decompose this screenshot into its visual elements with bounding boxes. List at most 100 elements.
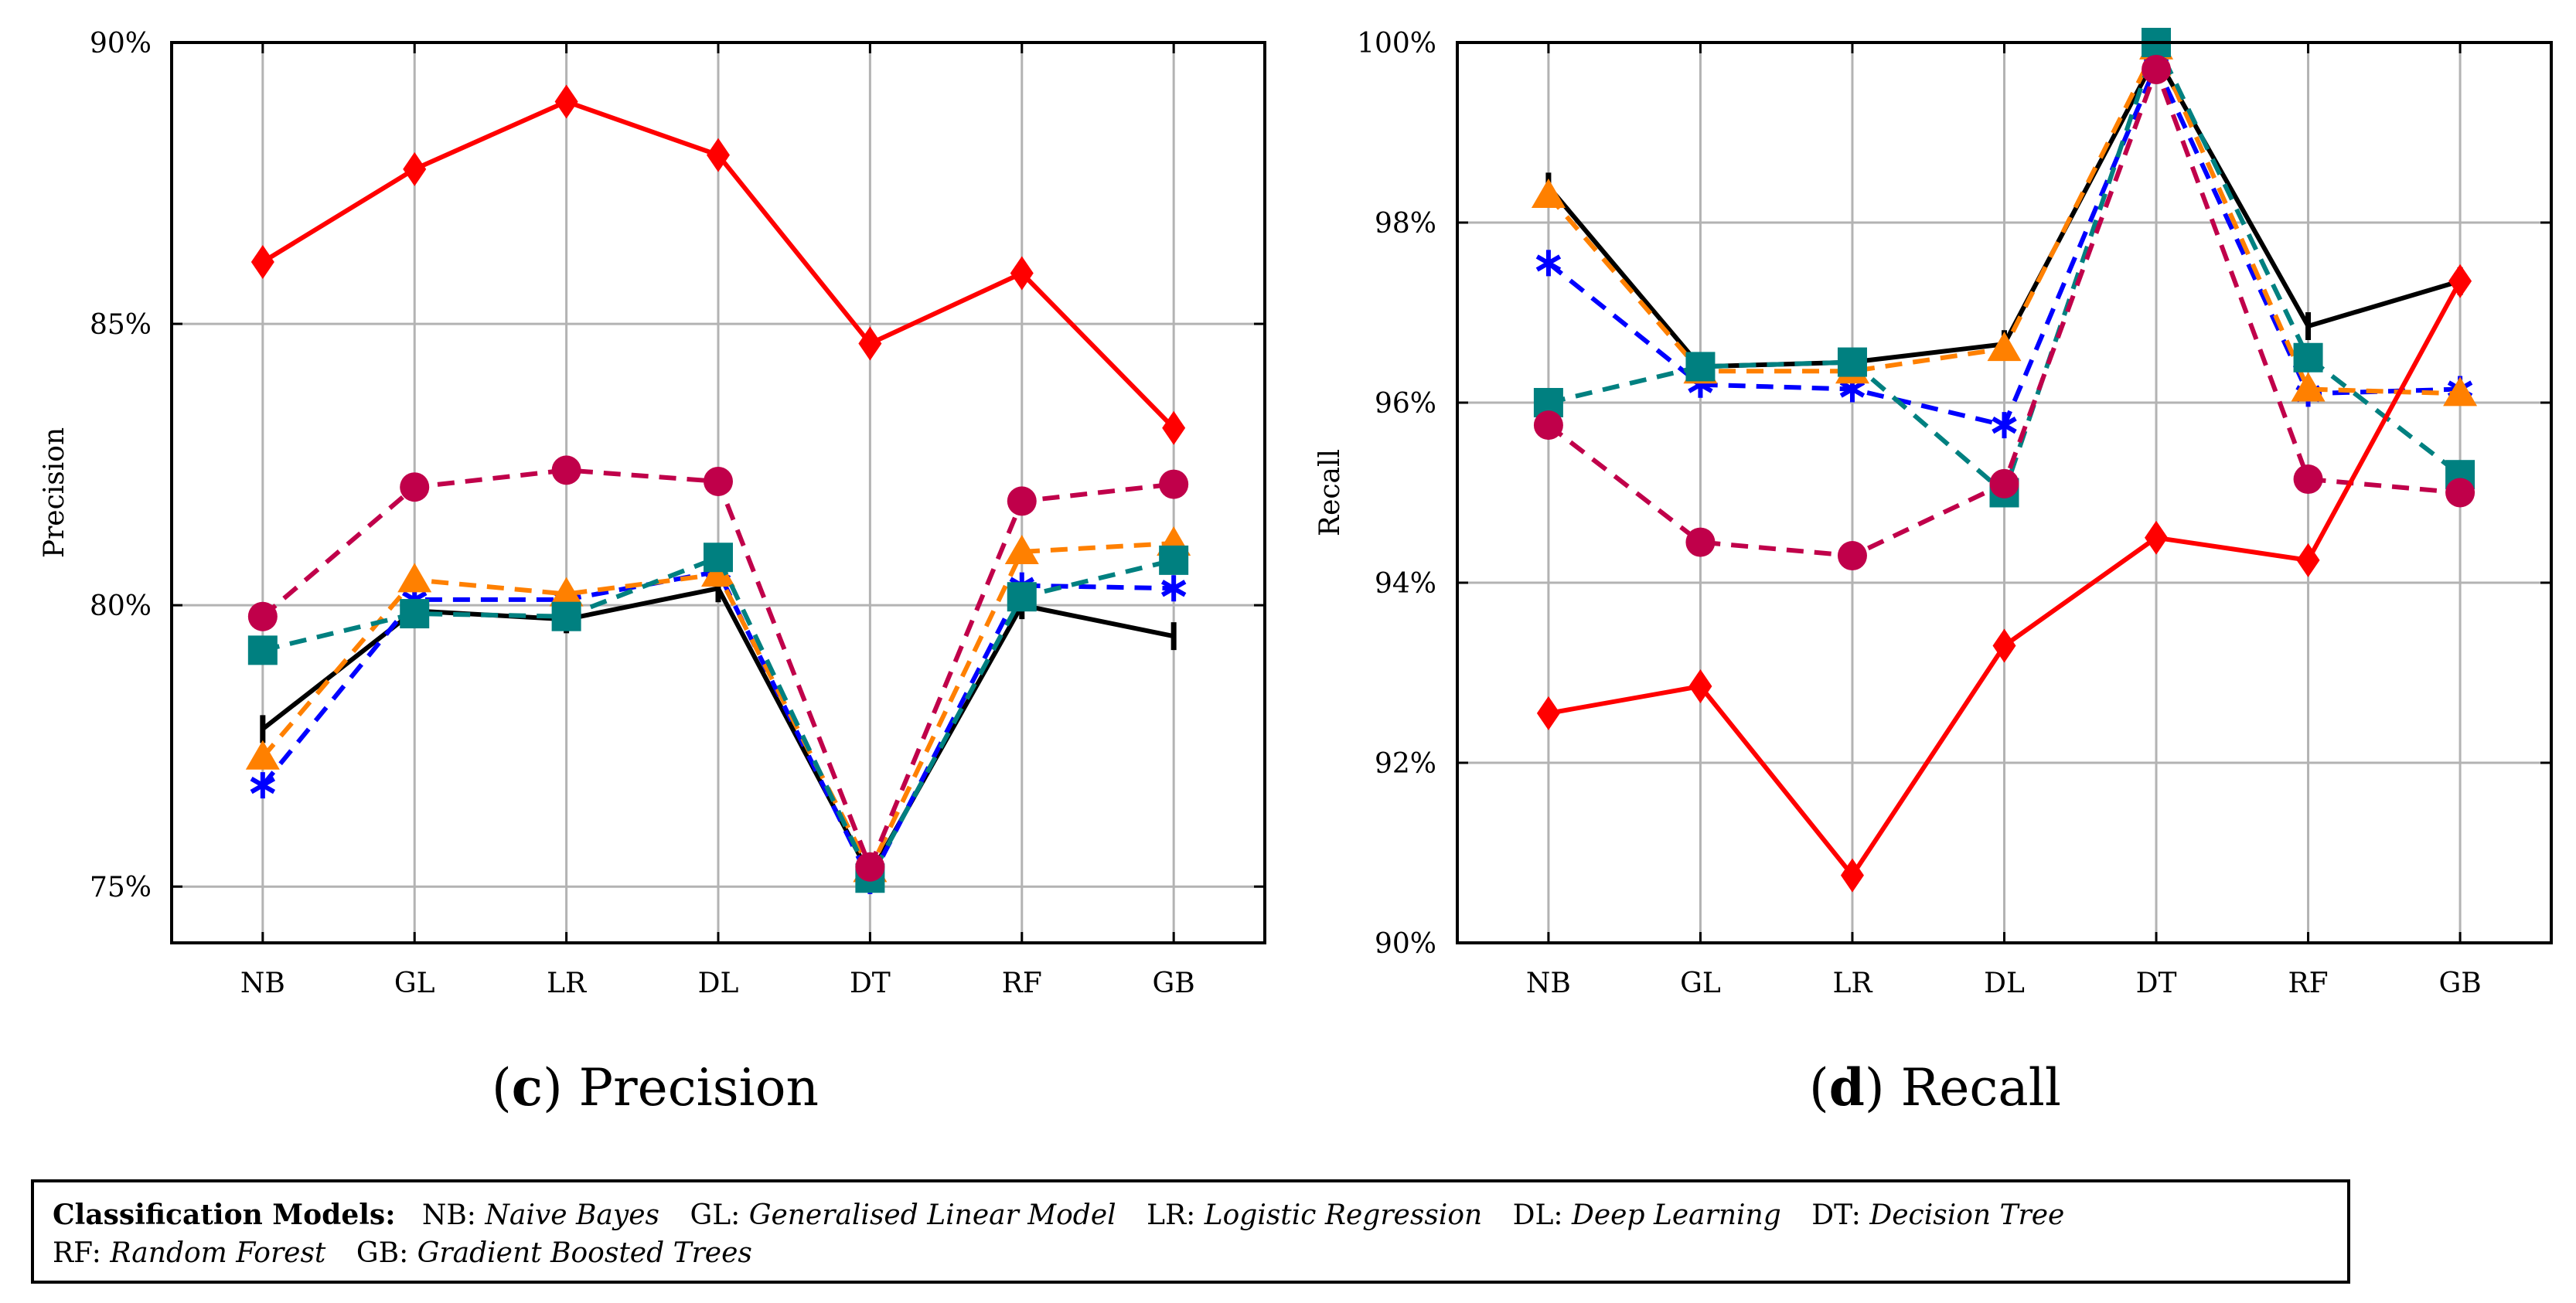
legend-model-name: Logistic Regression (1204, 1199, 1483, 1231)
y-tick-label: 90% (1375, 928, 1436, 960)
data-point (704, 466, 733, 496)
data-point (1533, 410, 1563, 441)
data-point (245, 740, 280, 770)
data-point (250, 244, 274, 279)
legend-abbr: LR: (1147, 1199, 1205, 1231)
y-tick-label: 96% (1375, 388, 1436, 420)
data-point (554, 84, 578, 119)
legend-abbr: DT: (1811, 1199, 1870, 1231)
data-point (397, 563, 432, 593)
caption-precision: (c) Precision (492, 1057, 819, 1118)
y-tick-label: 80% (90, 590, 152, 622)
legend-entry-nb: NB: Naive Bayes (422, 1199, 659, 1231)
data-point (1536, 696, 1560, 730)
data-point (549, 577, 584, 607)
x-tick-label: GB (1153, 968, 1195, 999)
data-point (551, 601, 581, 631)
y-tick-label: 90% (90, 28, 152, 60)
data-point (1989, 468, 2019, 498)
data-point (1992, 628, 2016, 663)
legend-abbr: RF: (53, 1237, 111, 1269)
data-point (855, 852, 885, 882)
legend-model-name: Gradient Boosted Trees (417, 1237, 752, 1269)
legend-abbr: GB: (356, 1237, 417, 1269)
data-point (1160, 575, 1187, 602)
legend-abbr: NB: (421, 1199, 486, 1231)
series-diamond (250, 84, 1186, 445)
data-point (858, 326, 882, 361)
legend-abbr: DL: (1512, 1199, 1572, 1231)
legend-entry-lr: LR: Logistic Regression (1147, 1199, 1482, 1231)
x-tick-label: DL (1984, 968, 2025, 999)
y-tick-label: 98% (1375, 208, 1436, 240)
legend-entry-rf: RF: Random Forest (53, 1237, 325, 1269)
data-point (247, 635, 278, 665)
data-point (403, 151, 427, 186)
legend-model-name: Random Forest (110, 1237, 326, 1269)
legend-heading: Classification Models (53, 1199, 386, 1231)
data-point (707, 138, 730, 172)
y-axis-label: Precision (39, 427, 70, 558)
chart-panel-precision: 75% 80% 85% 90% NB GL LR DL DT RF GB Precision (39, 28, 1266, 999)
data-point (1837, 347, 1867, 377)
data-point (1159, 469, 1189, 499)
data-point (400, 472, 430, 502)
series-circle (1533, 54, 2475, 571)
data-point (551, 455, 581, 485)
caption-precision-letter: c (511, 1057, 543, 1118)
data-point (1007, 582, 1037, 612)
caption-recall: (d) Recall (1809, 1057, 2061, 1118)
data-point (2293, 464, 2323, 495)
data-point (1162, 410, 1186, 445)
data-point (2293, 342, 2323, 373)
x-tick-label: LR (547, 968, 587, 999)
x-tick-label: GB (2438, 968, 2481, 999)
legend-abbr: GL: (690, 1199, 749, 1231)
series-circle (247, 455, 1189, 882)
plot-frame (170, 41, 1266, 944)
legend-model-name: Deep Learning (1571, 1199, 1781, 1231)
x-tick-label: LR (1832, 968, 1872, 999)
caption-recall-text: Recall (1900, 1058, 2061, 1118)
data-point (1685, 352, 1716, 382)
y-axis-label: Recall (1314, 449, 1346, 536)
x-tick-label: DL (698, 968, 739, 999)
data-point (1987, 332, 2022, 362)
caption-precision-text: Precision (578, 1058, 819, 1118)
y-tick-label: 92% (1375, 748, 1436, 780)
data-point (2443, 376, 2478, 407)
data-point (250, 772, 276, 799)
legend-entry-gb: GB: Gradient Boosted Trees (356, 1237, 752, 1269)
plot-frame (1456, 41, 2553, 944)
x-tick-label: DT (2136, 968, 2177, 999)
data-point (2296, 543, 2320, 577)
data-point (1010, 256, 1034, 291)
chart-panel-recall: 90% 92% 94% 96% 98% 100% NB GL LR DL DT RF GB Recall (1314, 28, 2553, 999)
legend-model-name: Generalised Linear Model (748, 1199, 1116, 1231)
data-point (2145, 520, 2169, 555)
x-tick-label: GL (1680, 968, 1721, 999)
series-diamond (1536, 264, 2472, 893)
legend-entry-gl: GL: Generalised Linear Model (690, 1199, 1116, 1231)
y-tick-label: 94% (1375, 568, 1436, 600)
data-point (1535, 250, 1562, 277)
x-tick-label: RF (1002, 968, 1042, 999)
data-point (704, 543, 733, 573)
classification-models-legend: Classification Models: NB: Naive Bayes G… (31, 1179, 2350, 1284)
y-tick-label: 85% (90, 309, 152, 341)
data-point (1531, 179, 1566, 209)
legend-entry-dl: DL: Deep Learning (1513, 1199, 1781, 1231)
caption-recall-letter: d (1828, 1057, 1865, 1118)
x-tick-label: RF (2288, 968, 2329, 999)
data-point (1840, 858, 1864, 893)
data-point (1837, 541, 1867, 571)
data-point (1007, 486, 1037, 516)
legend-model-name: Naive Bayes (485, 1199, 659, 1231)
data-point (1159, 545, 1189, 575)
x-tick-label: DT (850, 968, 891, 999)
legend-entry-dt: DT: Decision Tree (1811, 1199, 2064, 1231)
data-point (400, 599, 430, 629)
y-tick-label: 75% (90, 872, 152, 903)
data-point (2448, 264, 2472, 298)
data-point (2445, 478, 2475, 508)
